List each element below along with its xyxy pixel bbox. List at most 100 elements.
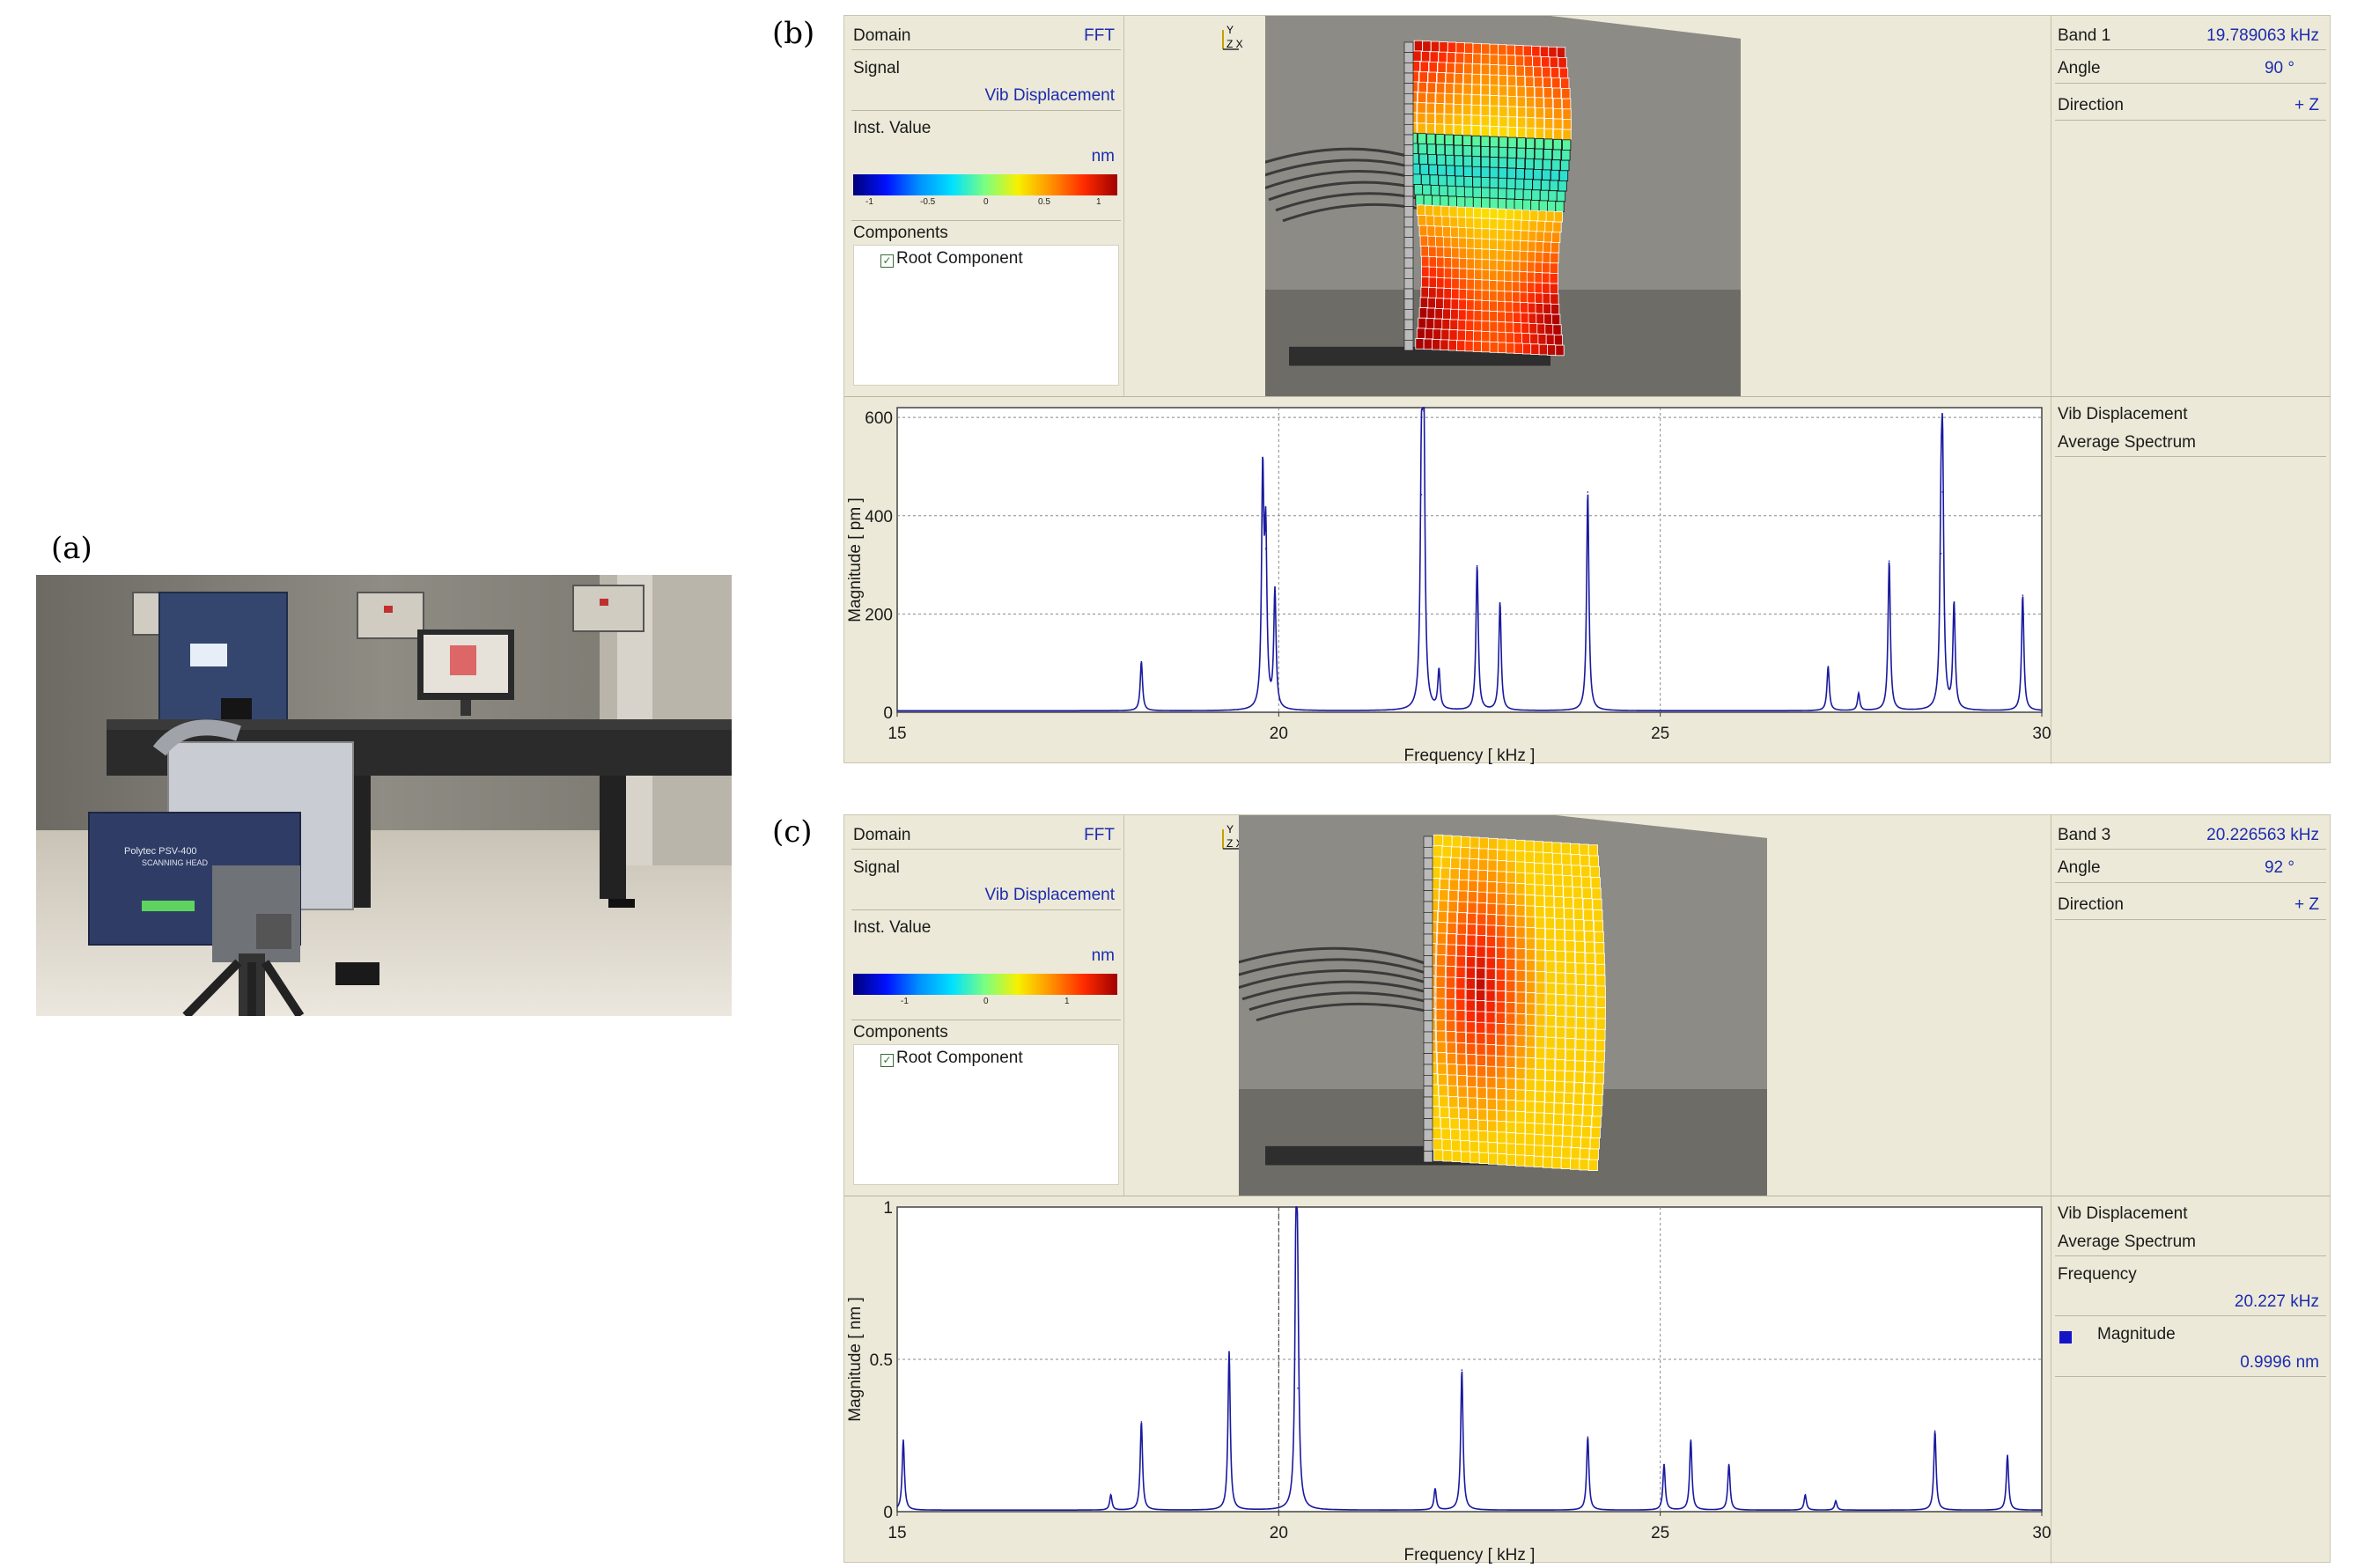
spectrum-chart[interactable]: 15 20 25 30 0 0.5 1 Frequency [ kHz ] Magnitude … <box>844 1196 2051 1564</box>
mesh-cell <box>1499 106 1508 117</box>
peak-point <box>1262 482 1263 483</box>
mesh-cell <box>1506 925 1516 939</box>
mesh-edge-cell <box>1403 247 1414 259</box>
mesh-cell <box>1495 1001 1506 1013</box>
mode-shape-view[interactable] <box>1265 16 1741 396</box>
mesh-cell <box>1489 300 1499 312</box>
peak-point <box>1297 1388 1299 1389</box>
mesh-cell <box>1551 1157 1562 1169</box>
signal-value[interactable]: Vib Displacement <box>984 86 1115 105</box>
mesh-edge-cell <box>1423 1042 1433 1055</box>
checkbox-root-component[interactable]: ✓ <box>880 254 894 268</box>
mesh-cell <box>1581 1115 1592 1127</box>
colorbar-tick: 0 <box>983 197 989 207</box>
domain-value[interactable]: FFT <box>1084 826 1115 844</box>
mesh-cell <box>1528 313 1537 324</box>
mesh-cell <box>1588 1148 1599 1160</box>
mesh-cell <box>1446 1031 1456 1043</box>
mesh-cell <box>1524 862 1535 874</box>
mesh-cell <box>1425 102 1435 114</box>
mesh-cell <box>1585 1039 1595 1051</box>
peak-point <box>1434 1488 1436 1490</box>
mesh-cell <box>1455 1031 1466 1044</box>
mesh-cell <box>1416 204 1426 216</box>
mesh-cell <box>1445 987 1456 1000</box>
mesh-cell <box>1471 156 1481 167</box>
domain-value[interactable]: FFT <box>1084 26 1115 45</box>
mesh-edge-cell <box>1403 92 1414 105</box>
mesh-cell <box>1447 1085 1458 1097</box>
mesh-cell <box>1515 1067 1526 1079</box>
mesh-cell <box>1466 924 1477 936</box>
root-component-label[interactable]: Root Component <box>896 1049 1023 1067</box>
mesh-cell <box>1473 227 1483 239</box>
mesh-cell <box>1438 174 1447 187</box>
mesh-cell <box>1418 215 1427 226</box>
mesh-cell <box>1460 847 1470 859</box>
mesh-cell <box>1555 344 1565 357</box>
peak-point <box>1264 548 1267 549</box>
mesh-cell <box>1434 307 1444 320</box>
mesh-cell <box>1435 1008 1446 1021</box>
mesh-edge-cell <box>1423 858 1433 870</box>
mesh-cell <box>1534 1112 1544 1124</box>
mesh-cell <box>1534 86 1544 99</box>
peak-point <box>1827 666 1830 667</box>
mesh-cell <box>1415 338 1425 350</box>
mesh-cell <box>1506 1100 1516 1112</box>
band-value[interactable]: 20.226563 kHz <box>2206 826 2319 844</box>
mesh-cell <box>1515 948 1526 961</box>
mesh-cell <box>1419 61 1429 73</box>
mesh-cell <box>1542 169 1551 180</box>
spectrum-chart[interactable]: 15 20 25 30 0 200 400 600 Frequency [ kHz ] Magni… <box>844 397 2051 765</box>
mesh-cell <box>1447 911 1458 924</box>
mesh-cell <box>1440 867 1451 880</box>
mesh-cell <box>1455 186 1465 197</box>
mesh-cell <box>1543 241 1552 254</box>
mesh-cell <box>1535 1101 1545 1114</box>
mesh-cell <box>1458 890 1469 902</box>
mesh-cell <box>1443 257 1453 269</box>
mesh-cell <box>1468 869 1478 881</box>
plot-area[interactable] <box>896 407 2043 713</box>
mode-shape-view[interactable] <box>1239 815 1767 1196</box>
mesh-cell <box>1590 1126 1601 1138</box>
mesh-edge-cell <box>1423 1129 1433 1141</box>
mesh-cell <box>1447 52 1456 63</box>
mesh-cell <box>1595 963 1606 976</box>
mesh-cell <box>1464 196 1474 208</box>
mesh-cell <box>1471 135 1481 147</box>
mesh-cell <box>1476 1054 1486 1066</box>
mesh-cell <box>1425 328 1434 340</box>
mesh-cell <box>1545 961 1556 973</box>
y-tick-label: 0 <box>883 1504 893 1522</box>
mesh-cell <box>1565 973 1576 985</box>
mesh-cell <box>1504 280 1514 292</box>
mesh-cell <box>1433 328 1442 340</box>
mesh-cell <box>1595 975 1606 987</box>
mesh-cell <box>1533 66 1543 77</box>
root-component-label[interactable]: Root Component <box>896 249 1023 268</box>
mesh-cell <box>1489 105 1499 117</box>
mesh-cell <box>1446 966 1456 978</box>
mesh-cell <box>1486 1087 1497 1100</box>
unit-label: nm <box>1091 147 1115 166</box>
mesh-cell <box>1565 1016 1576 1028</box>
mesh-cell <box>1481 228 1491 239</box>
mesh-edge-cell <box>1403 62 1414 74</box>
mesh-plate <box>1425 834 1606 1171</box>
mesh-cell <box>1496 1088 1506 1101</box>
mesh-cell <box>1525 1013 1536 1027</box>
mesh-cell <box>1536 323 1546 335</box>
mesh-cell <box>1555 939 1565 952</box>
band-value[interactable]: 19.789063 kHz <box>2206 26 2319 45</box>
mesh-cell <box>1433 205 1442 217</box>
checkbox-root-component[interactable]: ✓ <box>880 1054 894 1067</box>
mesh-cell <box>1554 907 1565 919</box>
mesh-cell <box>1465 1010 1476 1023</box>
mesh-cell <box>1434 225 1444 238</box>
mesh-cell <box>1485 990 1496 1002</box>
mesh-cell <box>1563 896 1573 909</box>
signal-value[interactable]: Vib Displacement <box>984 886 1115 904</box>
peak-point <box>1420 493 1423 496</box>
